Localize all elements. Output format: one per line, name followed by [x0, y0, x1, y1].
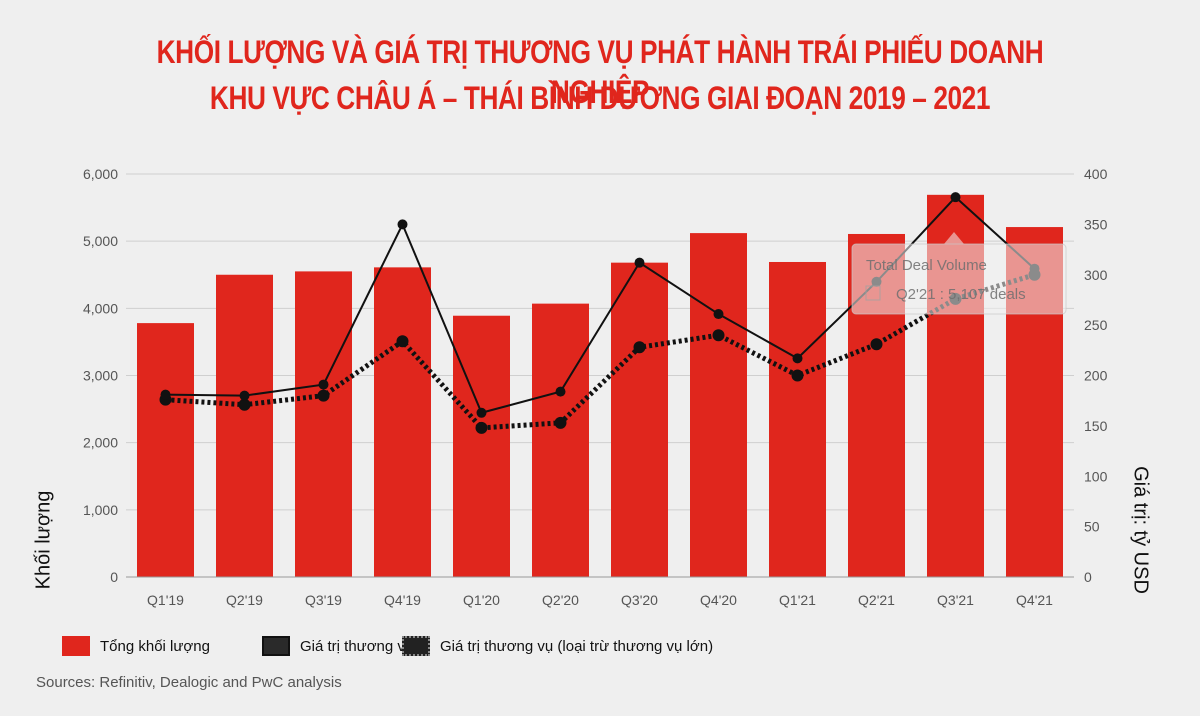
bar-Q4'19 [374, 267, 431, 577]
y-tick-label-left: 0 [110, 569, 118, 585]
y-tick-label-right: 50 [1084, 519, 1100, 535]
bar-Q1'20 [453, 315, 510, 577]
tooltip-swatch [865, 285, 881, 301]
x-tick-label: Q3'21 [937, 592, 974, 608]
point-solid-Q1'19 [160, 389, 171, 400]
bar-Q3'19 [295, 271, 352, 577]
tooltip-text: Q2'21 : 5,107 deals [896, 286, 1026, 303]
point-dotted-Q1'20 [475, 421, 488, 434]
chart-title-line-2: KHU VỰC CHÂU Á – THÁI BÌNH DƯƠNG GIAI ĐO… [209, 80, 991, 116]
x-tick-label: Q1'20 [463, 592, 500, 608]
point-dotted-Q2'20 [554, 416, 567, 429]
point-dotted-Q4'20 [712, 329, 725, 342]
legend-item-line-dotted: Giá trị thương vụ (loại trừ thương vụ lớ… [402, 636, 713, 656]
x-tick-label: Q4'19 [384, 592, 421, 608]
tooltip-title: Total Deal Volume [866, 257, 987, 274]
y-tick-label-right: 350 [1084, 216, 1108, 232]
point-dotted-Q2'21 [870, 338, 883, 351]
y-tick-label-right: 150 [1084, 418, 1108, 434]
tooltip-box [851, 243, 1067, 315]
point-solid-Q2'19 [239, 390, 250, 401]
point-dotted-Q1'21 [791, 369, 804, 382]
x-tick-label: Q1'19 [147, 592, 184, 608]
point-solid-Q3'19 [318, 379, 329, 390]
legend-item-line-solid: Giá trị thương vụ [262, 636, 413, 656]
y-tick-label-left: 2,000 [83, 435, 118, 451]
point-solid-Q4'20 [713, 309, 724, 320]
y-tick-label-right: 100 [1084, 468, 1108, 484]
chart-title-line-1: KHỐI LƯỢNG VÀ GIÁ TRỊ THƯƠNG VỤ PHÁT HÀN… [156, 34, 1044, 110]
y-tick-label-right: 400 [1084, 166, 1108, 182]
source-note: Sources: Refinitiv, Dealogic and PwC ana… [36, 674, 342, 691]
point-solid-Q1'20 [476, 407, 487, 418]
y-tick-label-left: 3,000 [83, 368, 118, 384]
bar-Q2'20 [532, 303, 589, 577]
legend-swatch-line-dotted [402, 636, 430, 656]
y-tick-label-right: 300 [1084, 267, 1108, 283]
point-solid-Q1'21 [792, 353, 803, 364]
bar-Q1'19 [137, 323, 194, 577]
x-tick-label: Q2'20 [542, 592, 579, 608]
y-tick-label-left: 5,000 [83, 233, 118, 249]
bar-Q1'21 [769, 261, 826, 577]
point-dotted-Q3'19 [317, 389, 330, 402]
point-solid-Q4'19 [397, 219, 408, 230]
legend-swatch-line-solid [262, 636, 290, 656]
point-dotted-Q3'20 [633, 341, 646, 354]
y-tick-label-left: 4,000 [83, 300, 118, 316]
tooltip-pointer [944, 232, 964, 244]
legend-label-line-dotted: Giá trị thương vụ (loại trừ thương vụ lớ… [440, 637, 714, 655]
y-tick-label-left: 6,000 [83, 166, 118, 182]
x-tick-label: Q1'21 [779, 592, 816, 608]
point-dotted-Q4'19 [396, 335, 409, 348]
x-tick-label: Q3'19 [305, 592, 342, 608]
point-solid-Q3'20 [634, 257, 645, 268]
x-tick-label: Q4'21 [1016, 592, 1053, 608]
x-tick-label: Q2'19 [226, 592, 263, 608]
y-tick-label-right: 200 [1084, 368, 1108, 384]
x-tick-label: Q3'20 [621, 592, 658, 608]
x-tick-label: Q4'20 [700, 592, 737, 608]
x-tick-label: Q2'21 [858, 592, 895, 608]
y-tick-label-left: 1,000 [83, 502, 118, 518]
bar-Q2'19 [216, 274, 273, 577]
bar-Q4'20 [690, 233, 747, 577]
series-line-dotted [165, 272, 1036, 431]
y-tick-label-right: 0 [1084, 569, 1092, 585]
legend-swatch-bar [62, 636, 90, 656]
y-axis-title-right: Giá trị: tỷ USD [1129, 466, 1152, 594]
y-tick-label-right: 250 [1084, 317, 1108, 333]
point-dotted-Q2'19 [238, 398, 251, 411]
bar-Q3'20 [611, 262, 668, 577]
legend-item-bar: Tổng khối lượng [62, 636, 210, 656]
legend-label-bar: Tổng khối lượng [100, 637, 210, 655]
legend-label-line-solid: Giá trị thương vụ [300, 637, 414, 655]
point-solid-Q3'21 [950, 192, 961, 203]
point-solid-Q2'20 [555, 386, 566, 397]
y-axis-title-left: Khối lượng [32, 490, 55, 590]
